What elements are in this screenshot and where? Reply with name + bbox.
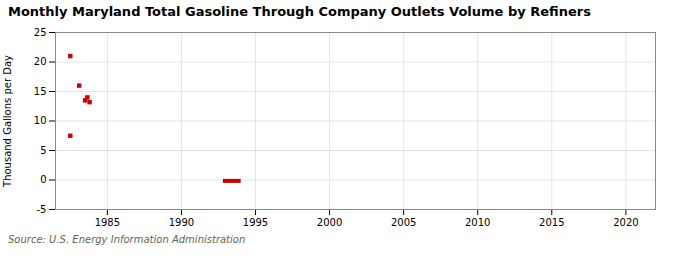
svg-text:10: 10 <box>34 115 47 126</box>
svg-text:2015: 2015 <box>539 216 564 227</box>
svg-text:1985: 1985 <box>95 216 120 227</box>
svg-text:1990: 1990 <box>169 216 194 227</box>
svg-text:0: 0 <box>40 174 46 185</box>
svg-text:1995: 1995 <box>243 216 268 227</box>
svg-text:15: 15 <box>34 85 47 96</box>
svg-text:-5: -5 <box>37 203 47 214</box>
svg-text:2010: 2010 <box>465 216 490 227</box>
svg-text:25: 25 <box>34 26 47 37</box>
html-text:Monthly Maryland Total Gasolin: Monthly Maryland Total Gasoline Through … <box>8 4 591 19</box>
svg-text:20: 20 <box>34 56 47 67</box>
svg-text:2020: 2020 <box>613 216 638 227</box>
html-text:Source: U.S. Energy Informatio: Source: U.S. Energy Information Administ… <box>8 233 246 245</box>
svg-text:2000: 2000 <box>317 216 342 227</box>
svg-text:Thousand Gallons per Day: Thousand Gallons per Day <box>2 55 13 188</box>
svg-text:5: 5 <box>40 144 46 155</box>
svg-text:2005: 2005 <box>391 216 416 227</box>
